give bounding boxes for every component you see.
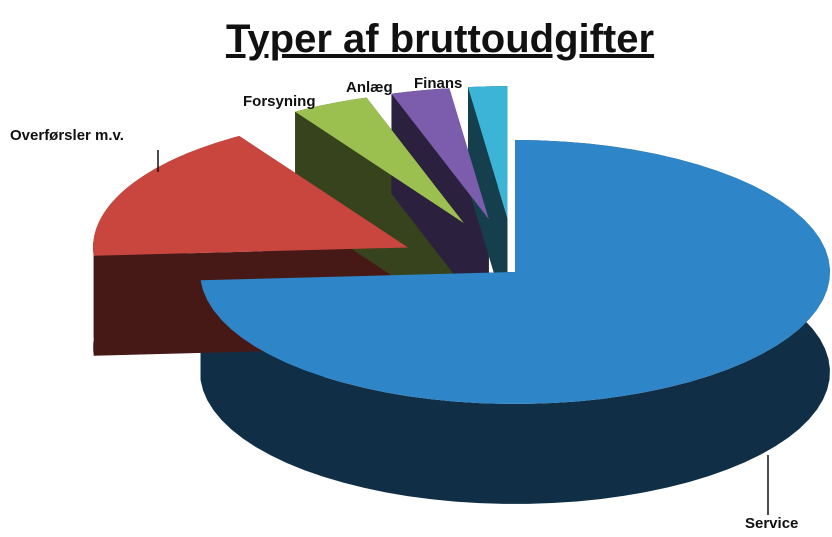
slice-label: Service	[745, 515, 798, 532]
slice-label: Finans	[414, 75, 462, 92]
slice	[200, 140, 830, 404]
slice-label: Forsyning	[243, 93, 316, 110]
labels: Service Overførsler m.v. Forsyning Anlæg Fin…	[10, 75, 798, 532]
slice-label: Anlæg	[346, 79, 393, 96]
slice	[93, 136, 409, 256]
pie-tops	[93, 86, 830, 404]
slice-label: Overførsler m.v.	[10, 127, 124, 144]
slice	[295, 97, 464, 224]
slice	[391, 88, 489, 220]
slice	[467, 86, 508, 219]
chart-title: Typer af bruttoudgifter	[226, 17, 654, 61]
